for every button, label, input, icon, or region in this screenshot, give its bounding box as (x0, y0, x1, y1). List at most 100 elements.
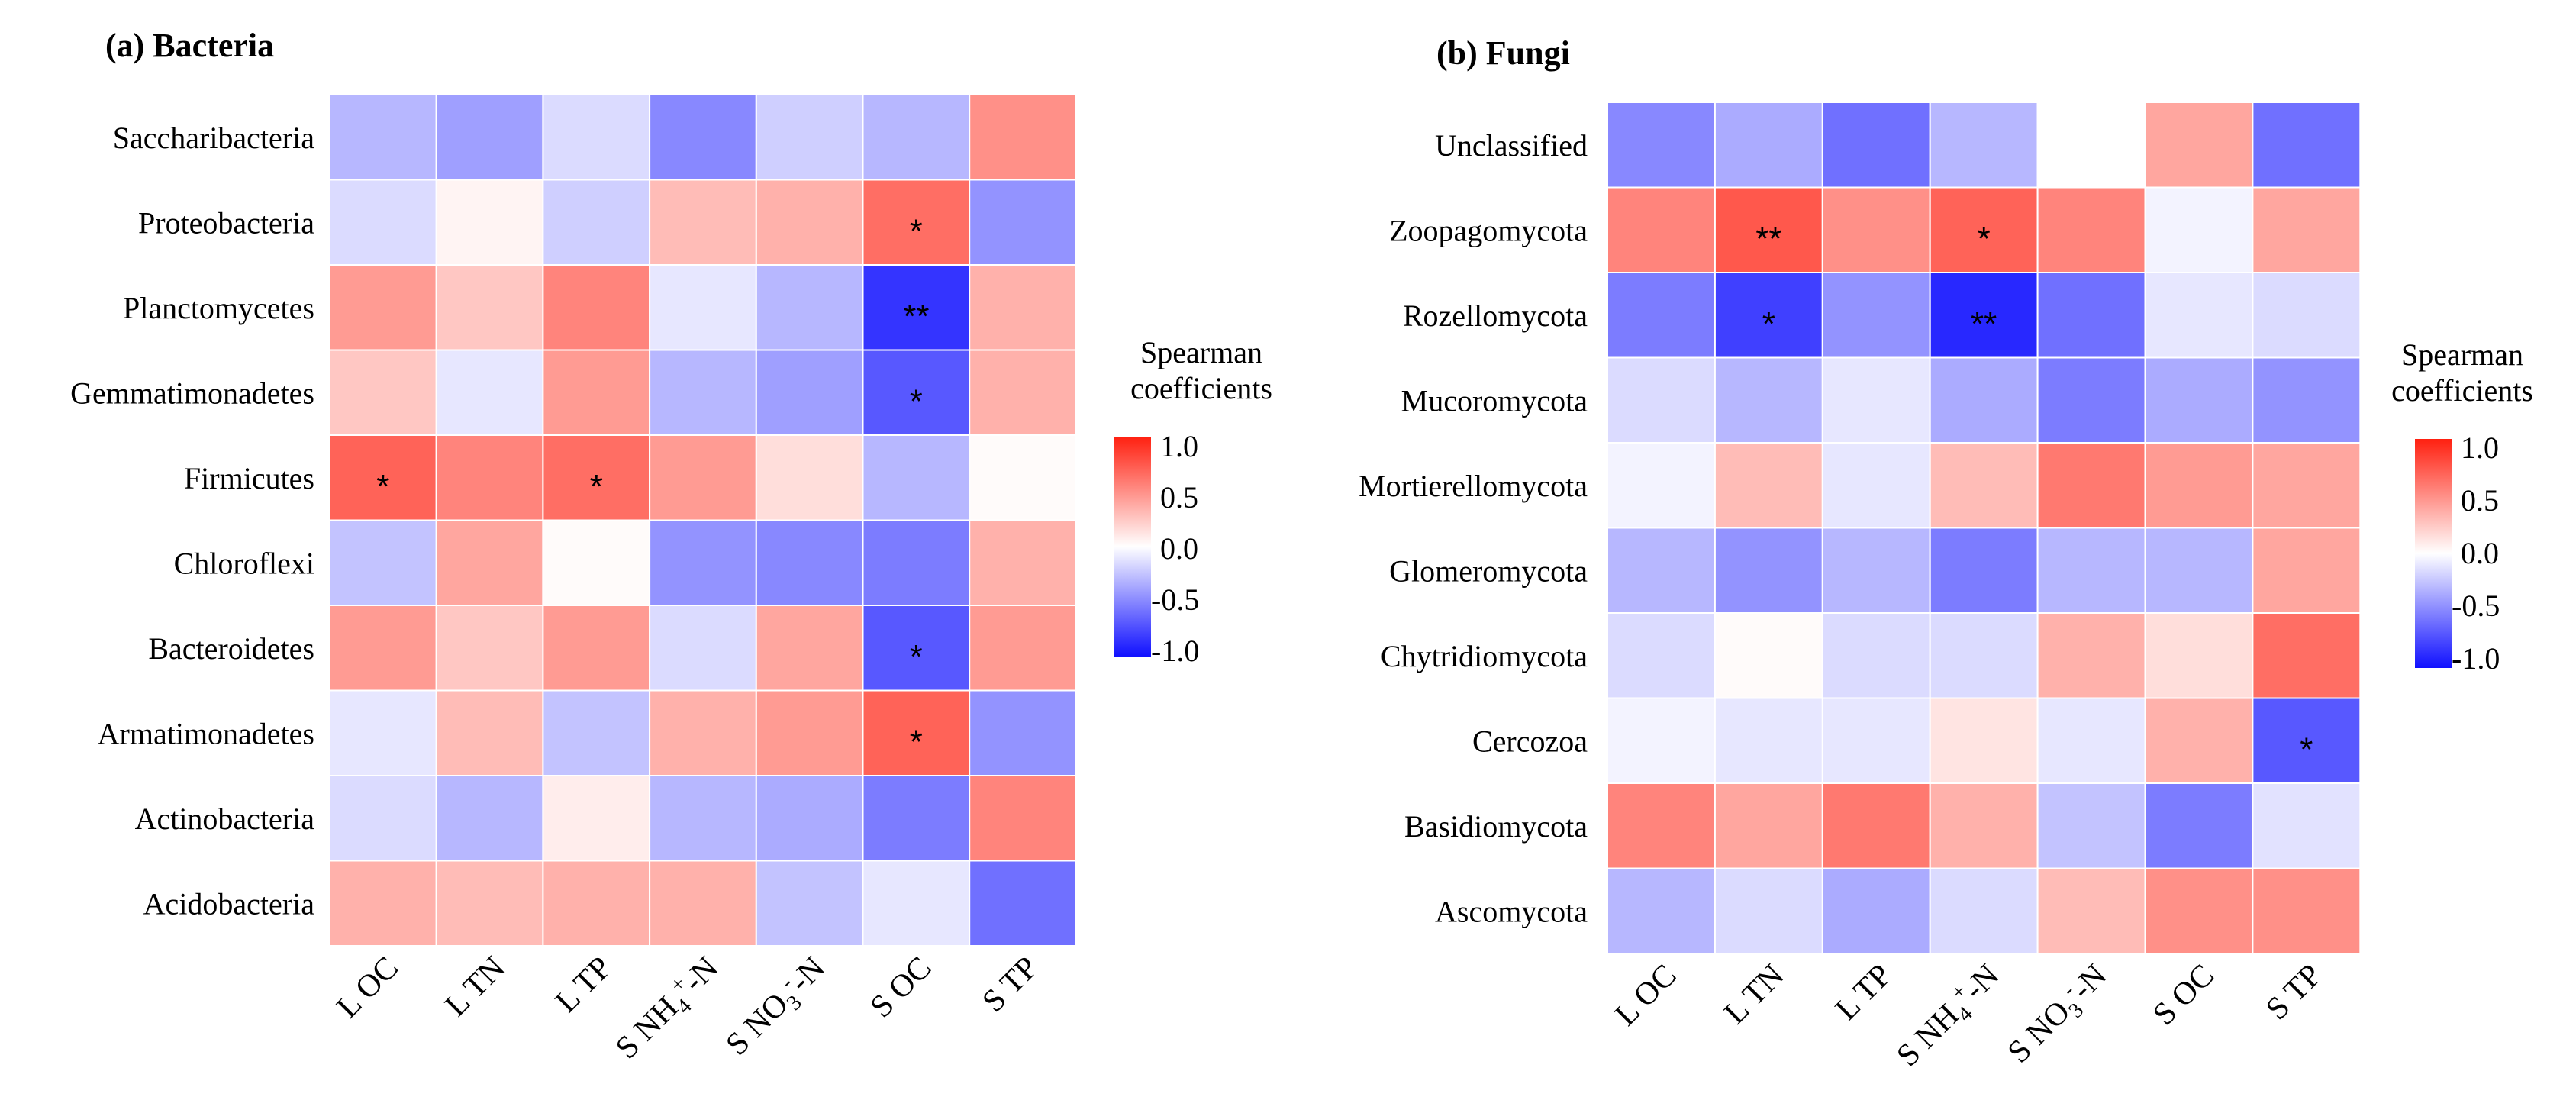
heatmap-cell (435, 860, 544, 947)
significance-marker: * (2300, 731, 2313, 768)
heatmap-cell (2144, 186, 2254, 273)
heatmap-cell (1929, 527, 2039, 614)
heatmap-cell (435, 775, 544, 862)
heatmap-cell (969, 179, 1077, 266)
heatmap-cell (329, 605, 437, 692)
column-label: S NH4+-N (607, 948, 729, 1070)
heatmap-cell (542, 519, 651, 606)
row-label: Unclassified (1435, 128, 1588, 163)
heatmap-cell (969, 860, 1077, 947)
heatmap-cell (2036, 272, 2146, 359)
significance-marker: * (590, 468, 603, 505)
heatmap-cell (1714, 612, 1823, 699)
heatmap-cell (969, 605, 1077, 692)
heatmap-cell (862, 94, 971, 181)
heatmap-cell (1607, 442, 1716, 529)
heatmap-cell (1714, 356, 1823, 444)
heatmap-cell (649, 179, 757, 266)
heatmap-cell (1607, 612, 1716, 699)
row-label: Rozellomycota (1403, 298, 1588, 333)
row-label: Chytridiomycota (1381, 639, 1588, 673)
heatmap-cell (1714, 527, 1823, 614)
heatmap-cell (2036, 697, 2146, 784)
heatmap-cell (1607, 527, 1716, 614)
heatmap-cell (329, 94, 437, 181)
heatmap-cell (649, 94, 757, 181)
panel-fungi: (b) Fungi ** ** ***UnclassifiedZoopagomyco… (1359, 34, 2533, 1074)
row-label: Ascomycota (1435, 894, 1588, 928)
column-label: L TP (549, 950, 618, 1020)
heatmap-cell (862, 434, 971, 521)
heatmap-cell (2036, 867, 2146, 954)
heatmap-cell (1714, 867, 1823, 954)
legend-tick: 0.5 (1160, 480, 1198, 515)
heatmap-cell (435, 689, 544, 776)
heatmap-cell (435, 179, 544, 266)
heatmap-cell (862, 519, 971, 606)
legend-title-line2: coefficients (2391, 373, 2533, 408)
column-label: S NO3--N (1999, 956, 2117, 1074)
heatmap-cell (755, 264, 864, 351)
heatmap-cell (1821, 782, 1931, 869)
heatmap-cell (2036, 782, 2146, 869)
row-label: Basidiomycota (1404, 809, 1588, 844)
row-label: Acidobacteria (143, 886, 315, 921)
heatmap-cell (1607, 186, 1716, 273)
heatmap-cell (2036, 442, 2146, 529)
heatmap-cell (1929, 442, 2039, 529)
heatmap-cell (1607, 867, 1716, 954)
heatmap-cell (649, 519, 757, 606)
heatmap-cell (649, 349, 757, 436)
heatmap-cell (542, 94, 651, 181)
legend-colorbar (1114, 437, 1151, 657)
heatmap-cell (1714, 697, 1823, 784)
significance-marker: ** (1755, 220, 1781, 257)
heatmap-cell (862, 860, 971, 947)
heatmap-cell (969, 94, 1077, 181)
row-label: Actinobacteria (135, 802, 315, 836)
significance-marker: * (910, 382, 923, 420)
legend-tick: 0.5 (2461, 483, 2499, 518)
heatmap-cell (1714, 442, 1823, 529)
heatmap-cell (1821, 356, 1931, 444)
heatmap-cell (649, 264, 757, 351)
heatmap-cell (435, 519, 544, 606)
row-label: Glomeromycota (1389, 553, 1588, 588)
heatmap-cell (1607, 782, 1716, 869)
heatmap-cell (2036, 356, 2146, 444)
heatmap-cell (1929, 356, 2039, 444)
heatmap-cell (1821, 867, 1931, 954)
heatmap-cell (755, 94, 864, 181)
heatmap-cell (2252, 442, 2362, 529)
column-label: L OC (1608, 958, 1683, 1033)
row-label: Saccharibacteria (113, 121, 315, 155)
row-label: Mucoromycota (1401, 383, 1588, 418)
heatmap-cell (1929, 697, 2039, 784)
row-label: Armatimonadetes (98, 716, 314, 750)
heatmap-cell (1821, 527, 1931, 614)
heatmap-cell (969, 264, 1077, 351)
significance-marker: * (910, 723, 923, 760)
significance-marker: * (376, 468, 389, 505)
column-label: L TP (1829, 958, 1898, 1028)
row-label: Zoopagomycota (1389, 213, 1588, 247)
heatmap-cell (969, 775, 1077, 862)
row-label: Planctomycetes (123, 291, 314, 325)
heatmap-cell (542, 860, 651, 947)
heatmap-cell (1821, 442, 1931, 529)
heatmap-cell (542, 689, 651, 776)
heatmap-cell (2144, 697, 2254, 784)
heatmap-cell (1929, 102, 2039, 189)
heatmap-cell (2144, 782, 2254, 869)
row-label: Proteobacteria (138, 205, 314, 240)
column-label: S OC (2146, 958, 2221, 1033)
column-label: L TN (1717, 958, 1791, 1031)
legend-fungi: Spearman coefficients 1.0 0.5 0.0 -0.5 -… (2391, 337, 2533, 676)
heatmap-cell (2144, 272, 2254, 359)
heatmap-cell (1929, 782, 2039, 869)
heatmap-cell (2252, 782, 2362, 869)
legend-title-line2: coefficients (1130, 371, 1272, 405)
significance-marker: ** (903, 298, 929, 335)
heatmap-cell (1821, 102, 1931, 189)
heatmap-cell (329, 519, 437, 606)
